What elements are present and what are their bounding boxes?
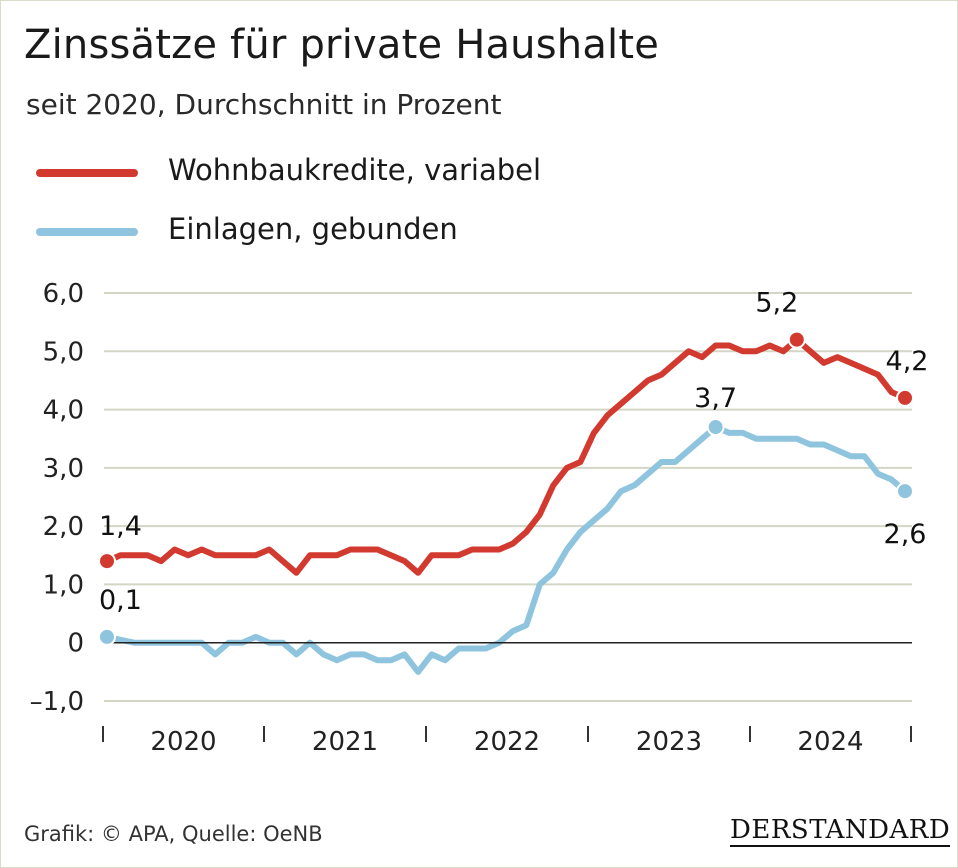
- y-tick-label: 0: [67, 629, 84, 659]
- data-label: 4,2: [886, 346, 929, 377]
- y-tick-label: 3,0: [43, 454, 84, 484]
- data-label: 5,2: [755, 288, 798, 319]
- data-label: 1,4: [99, 511, 142, 542]
- x-tick-label: 2024: [797, 727, 863, 757]
- annotation-dot: [787, 330, 806, 349]
- y-tick-label: 2,0: [43, 512, 84, 542]
- annotation-dot: [98, 552, 116, 571]
- legend-label-einlagen: Einlagen, gebunden: [168, 212, 458, 246]
- y-tick-label: 1,0: [43, 570, 84, 600]
- y-tick-label: –1,0: [30, 687, 84, 717]
- legend-swatch-blue: [36, 228, 138, 236]
- source-credit: Grafik: © APA, Quelle: OeNB: [24, 822, 323, 846]
- annotation-dot: [706, 418, 725, 437]
- x-tick-label: 2023: [636, 727, 702, 757]
- y-tick-label: 6,0: [43, 279, 84, 309]
- legend-label-wohnbaukredite: Wohnbaukredite, variabel: [168, 153, 542, 187]
- chart-subtitle: seit 2020, Durchschnitt in Prozent: [26, 88, 502, 121]
- data-label: 2,6: [884, 519, 927, 550]
- y-tick-label: 5,0: [43, 337, 84, 367]
- annotation-dot: [896, 388, 914, 407]
- chart-title: Zinssätze für private Haushalte: [24, 22, 660, 68]
- legend-swatch-red: [36, 169, 138, 177]
- annotation-dot: [896, 482, 914, 501]
- series-line-wohnbaukredite: [104, 336, 908, 576]
- x-tick-label: 2022: [474, 727, 540, 757]
- data-label: 0,1: [99, 585, 142, 616]
- data-label: 3,7: [694, 383, 737, 414]
- y-tick-label: 4,0: [43, 396, 84, 426]
- annotation-dot: [98, 627, 116, 646]
- derstandard-logo: DERSTANDARD: [730, 815, 951, 847]
- x-tick-label: 2020: [150, 727, 216, 757]
- x-tick-label: 2021: [312, 727, 378, 757]
